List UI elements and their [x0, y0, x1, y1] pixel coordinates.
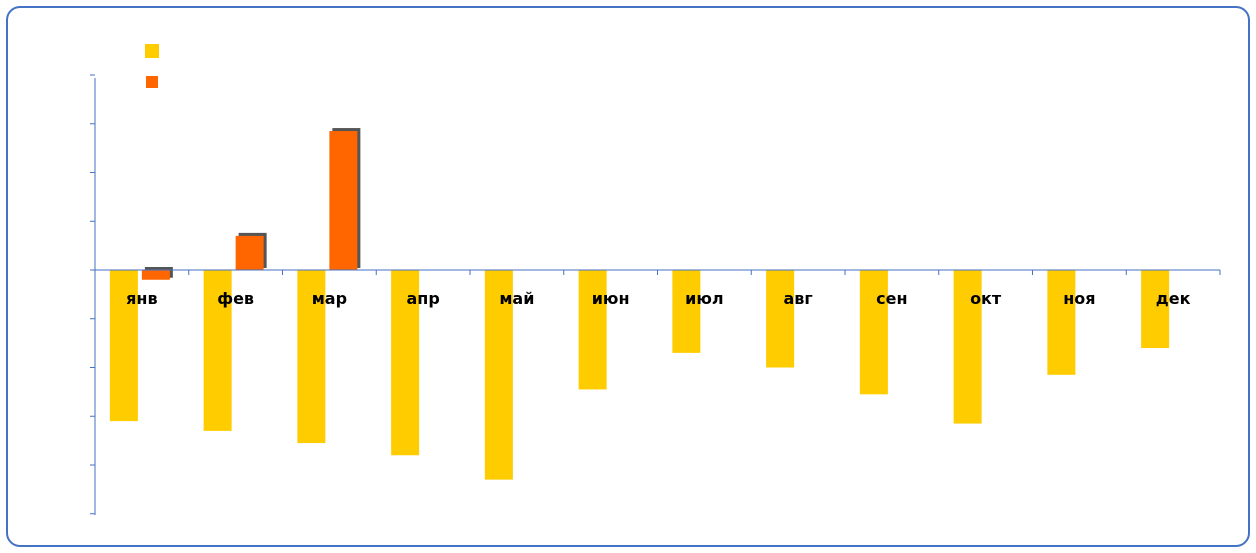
- bar-1-июн: [578, 270, 607, 390]
- bar-1-янв: [109, 270, 138, 422]
- bar-1-апр: [391, 270, 420, 456]
- x-tick-label: ноя: [1063, 289, 1095, 308]
- bar-1-авг: [766, 270, 795, 368]
- x-tick-label: фев: [217, 289, 254, 308]
- x-tick-label: июн: [592, 289, 630, 308]
- bar-1-фев: [203, 270, 232, 431]
- x-tick-label: июл: [685, 289, 723, 308]
- x-tick-label: янв: [126, 289, 157, 308]
- bar-2-мар: [329, 131, 358, 270]
- bar-1-сен: [859, 270, 888, 395]
- bar-1-ноя: [1047, 270, 1076, 375]
- bar-1-мар: [297, 270, 326, 444]
- bar-1-июл: [672, 270, 701, 353]
- bar-1-май: [484, 270, 513, 480]
- legend: [145, 44, 159, 88]
- x-tick-label: мар: [312, 289, 347, 308]
- legend-swatch-2: [146, 76, 158, 88]
- x-tick-label: апр: [406, 289, 439, 308]
- x-tick-label: май: [499, 289, 534, 308]
- bar-2-янв: [141, 270, 170, 280]
- bar-2-фев: [235, 235, 264, 270]
- x-tick-label: дек: [1156, 289, 1191, 308]
- x-tick-label: авг: [783, 289, 812, 308]
- bar-series-group: [109, 128, 1170, 480]
- legend-swatch-1: [145, 44, 159, 58]
- x-tick-label: сен: [876, 289, 907, 308]
- x-axis-ticks: [94, 270, 1221, 275]
- y-axis-ticks: [90, 74, 95, 515]
- bar-1-окт: [953, 270, 982, 424]
- bar-1-дек: [1141, 270, 1170, 348]
- x-tick-labels: янв фев мар апр май июн июл авг сен окт ноя дек: [126, 289, 1190, 308]
- x-tick-label: окт: [970, 289, 1002, 308]
